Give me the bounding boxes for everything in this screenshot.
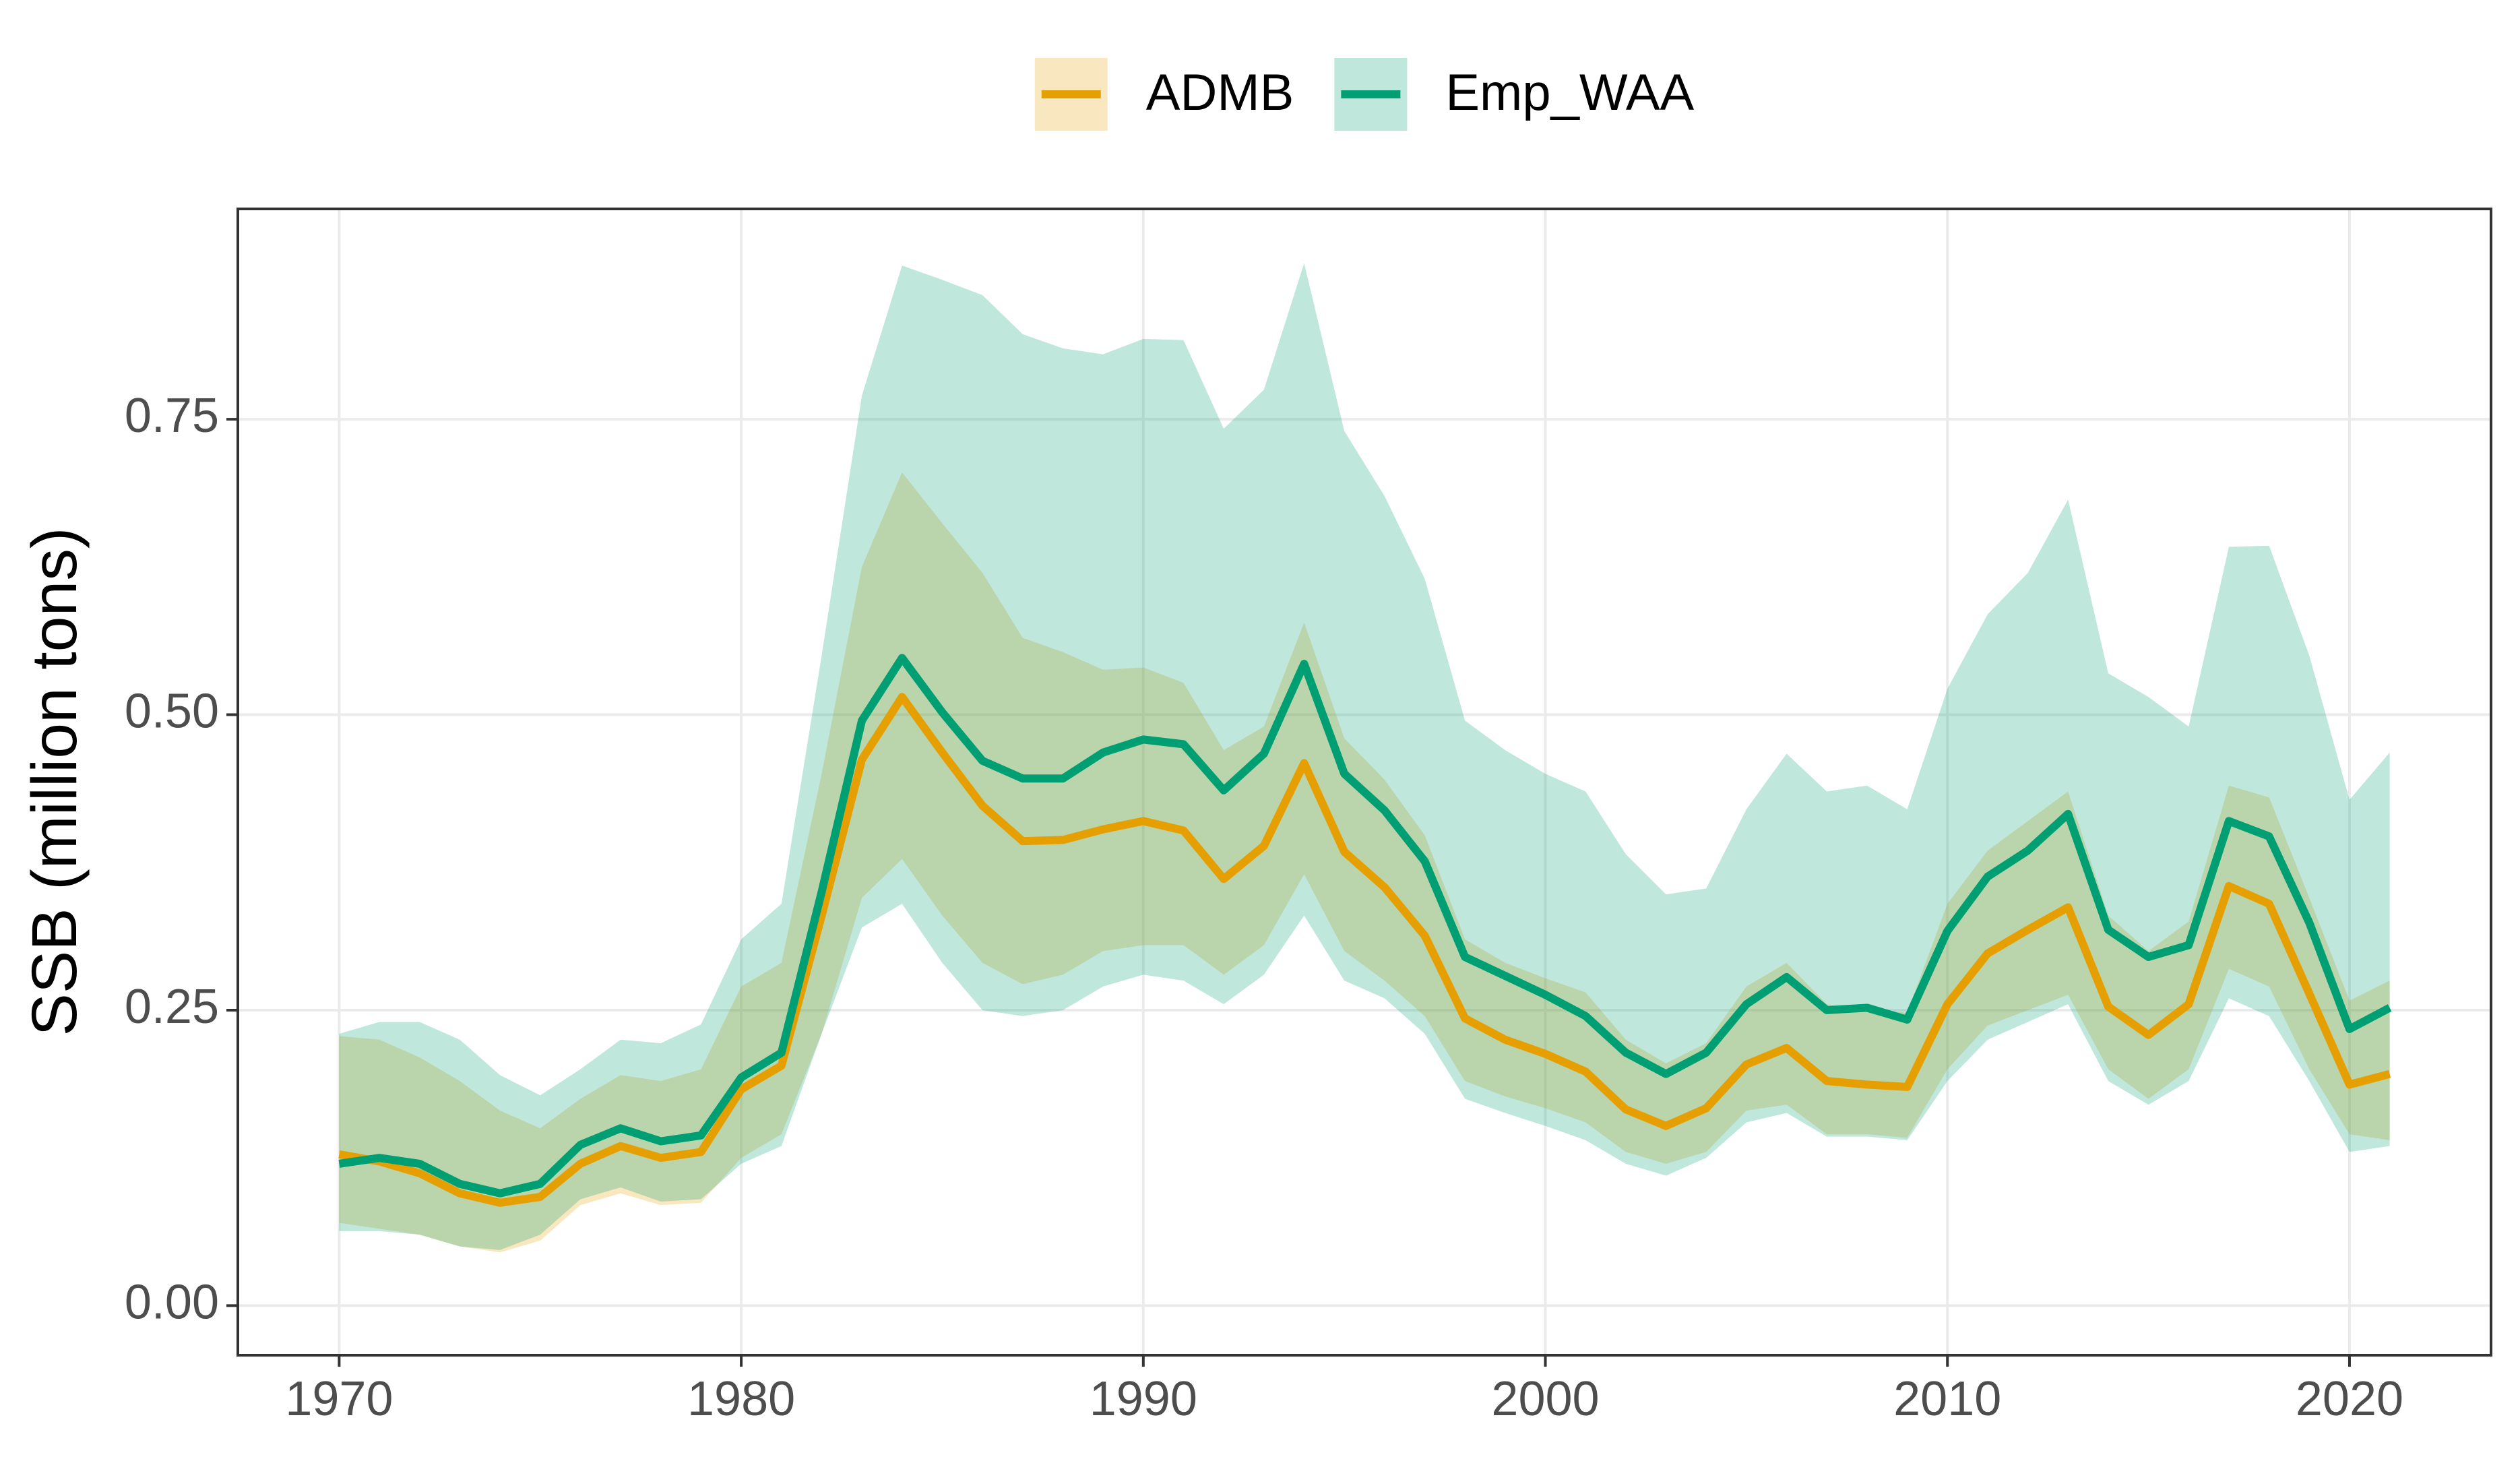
x-tick-label: 1990 xyxy=(1090,1372,1197,1426)
x-tick-label: 1970 xyxy=(285,1372,393,1426)
plot-border xyxy=(237,208,2492,1357)
y-tick-label: 0.75 xyxy=(125,389,219,443)
y-tick-label: 0.25 xyxy=(125,980,219,1034)
series-line xyxy=(338,654,2392,1198)
x-tick-label: 2000 xyxy=(1491,1372,1599,1426)
x-tick-label: 2010 xyxy=(1893,1372,2001,1426)
x-tick-label: 1980 xyxy=(687,1372,795,1426)
y-tick-label: 0.50 xyxy=(125,685,219,739)
x-tick-label: 2020 xyxy=(2296,1372,2403,1426)
legend-label: ADMB xyxy=(1146,64,1294,121)
y-axis-title: SSB (million tons) xyxy=(19,528,90,1036)
legend: ADMB Emp_WAA xyxy=(1034,58,1695,131)
confidence-band xyxy=(339,472,2390,1253)
legend-label: Emp_WAA xyxy=(1445,64,1694,121)
confidence-band xyxy=(339,263,2390,1250)
series-line xyxy=(338,693,2391,1207)
y-tick-label: 0.00 xyxy=(125,1275,219,1329)
